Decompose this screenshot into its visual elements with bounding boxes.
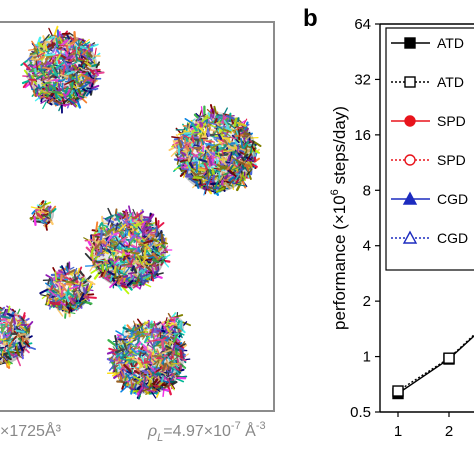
protein-cluster bbox=[29, 200, 57, 231]
legend-entry: CGD bbox=[391, 191, 468, 207]
legend-label: SPD bbox=[437, 152, 466, 168]
chart-legend: ATD ATD SPD SPD CGD CGD bbox=[385, 27, 474, 271]
data-point bbox=[392, 385, 404, 397]
legend-entry: ATD bbox=[391, 35, 464, 51]
chart-series bbox=[392, 333, 474, 400]
x-tick-label: 2 bbox=[445, 423, 453, 440]
y-tick-label: 64 bbox=[354, 16, 371, 33]
protein-cluster bbox=[39, 261, 97, 319]
protein-clusters bbox=[0, 25, 262, 400]
legend-entry: ATD bbox=[391, 74, 464, 90]
protein-cluster bbox=[161, 312, 192, 343]
y-tick-label: 2 bbox=[363, 293, 371, 310]
y-tick-label: 16 bbox=[354, 127, 371, 144]
y-tick-label: 32 bbox=[354, 71, 371, 88]
protein-cluster bbox=[0, 305, 36, 369]
series-atd bbox=[392, 333, 474, 397]
y-tick-label: 0.5 bbox=[350, 404, 371, 421]
protein-cluster bbox=[106, 318, 191, 400]
x-tick-label: 1 bbox=[394, 423, 402, 440]
legend-marker bbox=[404, 115, 416, 127]
y-tick-label: 4 bbox=[363, 238, 371, 255]
volume-caption: ×1725Å³ bbox=[0, 421, 62, 440]
legend-label: SPD bbox=[437, 113, 466, 129]
panel-b: b performance (×106 steps/day) 0.5124816… bbox=[303, 5, 474, 440]
chart-axes: 0.5 1 2 4 8 16 32 64 1 2 bbox=[350, 16, 474, 440]
legend-label: CGD bbox=[437, 230, 468, 246]
legend-entry: SPD bbox=[391, 113, 466, 129]
panel-a: ×1725Å³ ρL=4.97×10-7 Å-3 bbox=[0, 21, 275, 444]
panel-b-letter: b bbox=[303, 5, 318, 32]
y-axis-title: performance (×106 steps/day) bbox=[329, 106, 349, 330]
legend-label: CGD bbox=[437, 191, 468, 207]
series-line bbox=[397, 333, 474, 392]
legend-marker bbox=[402, 230, 418, 244]
legend-label: ATD bbox=[437, 35, 464, 51]
legend-marker bbox=[404, 37, 416, 49]
protein-cluster bbox=[83, 205, 173, 295]
series-atd bbox=[392, 335, 474, 400]
legend-box bbox=[385, 27, 474, 271]
legend-entry: CGD bbox=[391, 230, 468, 246]
legend-label: ATD bbox=[437, 74, 464, 90]
protein-cluster bbox=[20, 25, 105, 114]
density-caption: ρL=4.97×10-7 Å-3 bbox=[147, 420, 266, 444]
legend-entry: SPD bbox=[391, 152, 466, 168]
y-tick-label: 1 bbox=[363, 349, 371, 366]
series-line bbox=[397, 335, 474, 395]
legend-marker bbox=[402, 191, 418, 205]
legend-marker bbox=[404, 76, 416, 88]
protein-cluster bbox=[168, 104, 262, 196]
legend-marker bbox=[404, 154, 416, 166]
y-tick-label: 8 bbox=[363, 182, 371, 199]
data-point bbox=[443, 352, 455, 364]
